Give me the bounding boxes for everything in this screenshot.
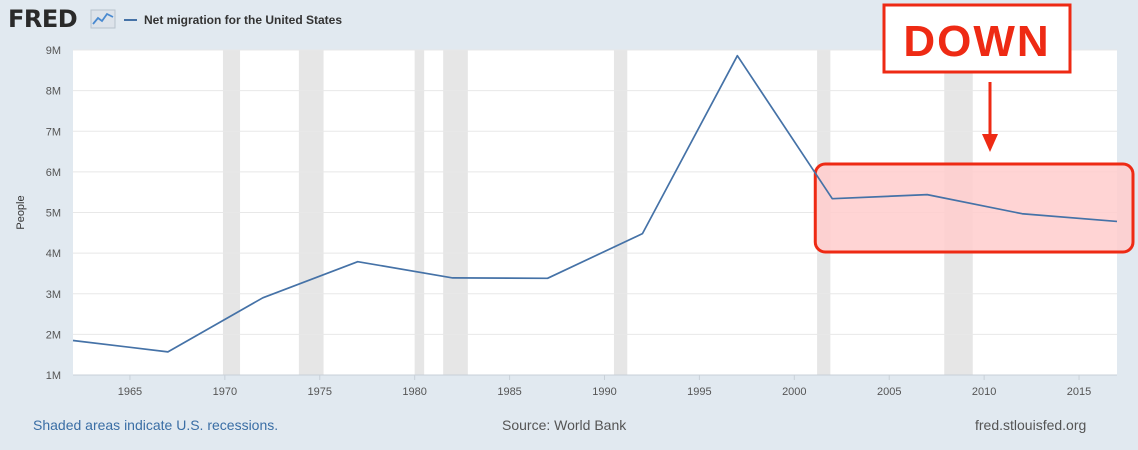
down-arrow-head xyxy=(982,134,998,152)
x-tick-label: 2000 xyxy=(782,386,806,398)
series-line xyxy=(72,54,1118,353)
y-tick-label: 4M xyxy=(46,248,61,260)
y-tick-label: 1M xyxy=(46,370,61,382)
x-tick-label: 1965 xyxy=(118,386,142,398)
x-tick-label: 1970 xyxy=(213,386,237,398)
y-tick-label: 6M xyxy=(46,167,61,179)
y-tick-label: 2M xyxy=(46,329,61,341)
legend-swatch xyxy=(124,19,137,21)
series-layer xyxy=(72,54,1118,353)
recession-note-link[interactable]: Shaded areas indicate U.S. recessions. xyxy=(33,417,279,433)
x-tick-label: 2015 xyxy=(1067,386,1091,398)
x-tick-label: 1975 xyxy=(308,386,332,398)
y-tick-label: 9M xyxy=(46,45,61,57)
fred-logo[interactable]: FRED xyxy=(8,5,78,33)
y-tick-label: 5M xyxy=(46,208,61,220)
y-axis: 1M 2M 3M 4M 5M 6M 7M 8M 9M People xyxy=(15,45,61,382)
y-axis-title: People xyxy=(15,195,27,229)
x-tick-label: 1990 xyxy=(592,386,616,398)
x-tick-label: 2005 xyxy=(877,386,901,398)
highlight-rect xyxy=(813,162,1135,254)
x-tick-label: 1985 xyxy=(497,386,521,398)
line-graph-logo-icon xyxy=(90,9,116,29)
source-label: Source: World Bank xyxy=(502,417,627,433)
y-tick-label: 8M xyxy=(46,86,61,98)
legend: Net migration for the United States xyxy=(124,12,342,28)
site-label: fred.stlouisfed.org xyxy=(975,417,1087,433)
down-label-box xyxy=(882,3,1072,74)
y-tick-label: 7M xyxy=(46,126,61,138)
x-axis: 1965 1970 1975 1980 1985 1990 1995 2000 2005 2010… xyxy=(73,374,1117,398)
down-label: DOWN xyxy=(903,17,1050,66)
down-annotation: DOWN xyxy=(882,3,1072,152)
x-tick-label: 1995 xyxy=(687,386,711,398)
legend-label: Net migration for the United States xyxy=(144,13,343,27)
highlight-box xyxy=(813,162,1135,254)
x-tick-label: 2010 xyxy=(972,386,996,398)
y-tick-label: 3M xyxy=(46,289,61,301)
chart-header: FRED Net migration for the United States xyxy=(0,0,1138,40)
x-tick-label: 1980 xyxy=(402,386,426,398)
